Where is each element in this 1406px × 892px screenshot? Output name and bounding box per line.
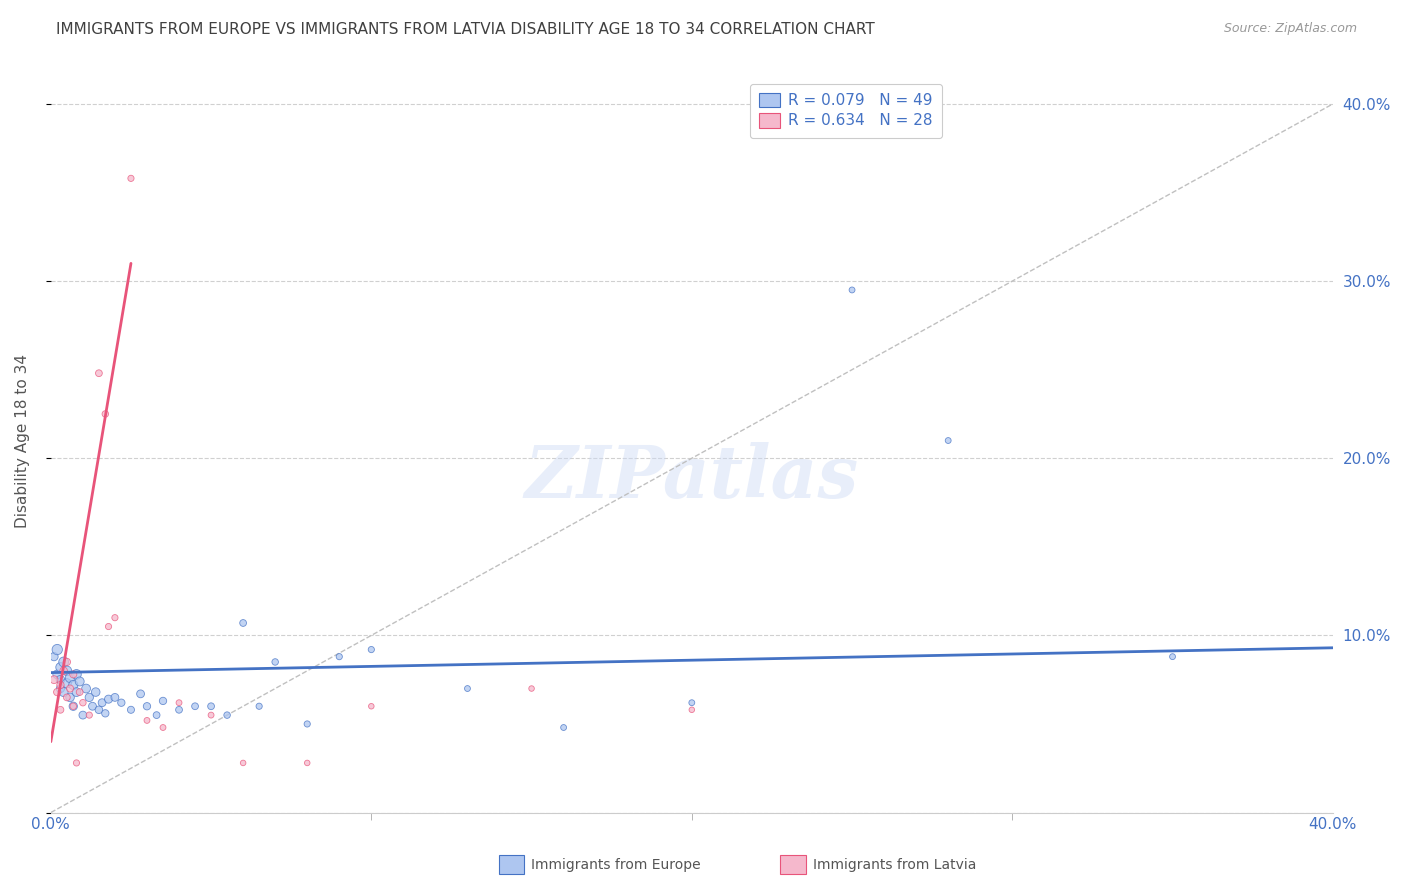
- Point: [49, 681, 72, 696]
- Y-axis label: Disability Age 18 to 34: Disability Age 18 to 34: [15, 353, 30, 527]
- Point: [52, 685, 75, 699]
- Point: [184, 699, 207, 714]
- Point: [264, 655, 287, 669]
- Point: [94, 407, 117, 421]
- Point: [75, 681, 97, 696]
- Point: [46, 685, 69, 699]
- Point: [200, 708, 222, 723]
- Point: [681, 703, 703, 717]
- Point: [49, 660, 72, 674]
- Point: [94, 706, 117, 721]
- Point: [104, 610, 127, 624]
- Point: [120, 171, 142, 186]
- Point: [841, 283, 863, 297]
- Point: [72, 696, 94, 710]
- Point: [62, 667, 84, 681]
- Point: [152, 694, 174, 708]
- Point: [42, 673, 65, 687]
- Point: [136, 699, 159, 714]
- Point: [56, 690, 79, 705]
- Text: IMMIGRANTS FROM EUROPE VS IMMIGRANTS FROM LATVIA DISABILITY AGE 18 TO 34 CORRELA: IMMIGRANTS FROM EUROPE VS IMMIGRANTS FRO…: [56, 22, 875, 37]
- Point: [145, 708, 167, 723]
- Point: [97, 619, 120, 633]
- Text: Source: ZipAtlas.com: Source: ZipAtlas.com: [1223, 22, 1357, 36]
- Point: [82, 699, 104, 714]
- Point: [360, 699, 382, 714]
- Point: [136, 714, 159, 728]
- Point: [84, 685, 107, 699]
- Point: [46, 642, 69, 657]
- Point: [247, 699, 270, 714]
- Point: [297, 717, 319, 731]
- Point: [456, 681, 478, 696]
- Point: [49, 678, 72, 692]
- Point: [59, 690, 82, 705]
- Point: [49, 673, 72, 687]
- Point: [91, 696, 114, 710]
- Legend: R = 0.079   N = 49, R = 0.634   N = 28: R = 0.079 N = 49, R = 0.634 N = 28: [749, 84, 942, 137]
- Point: [65, 667, 87, 681]
- Point: [97, 692, 120, 706]
- Point: [59, 671, 82, 685]
- Point: [56, 664, 79, 678]
- Point: [56, 655, 79, 669]
- Point: [62, 699, 84, 714]
- Point: [167, 703, 190, 717]
- Point: [1161, 649, 1184, 664]
- Point: [52, 664, 75, 678]
- Point: [553, 721, 575, 735]
- Point: [297, 756, 319, 770]
- Point: [120, 703, 142, 717]
- Point: [104, 690, 127, 705]
- Point: [69, 685, 91, 699]
- Point: [129, 687, 152, 701]
- Point: [232, 756, 254, 770]
- Point: [232, 615, 254, 630]
- Point: [79, 708, 101, 723]
- Point: [65, 685, 87, 699]
- Point: [936, 434, 959, 448]
- Point: [72, 708, 94, 723]
- Text: Immigrants from Europe: Immigrants from Europe: [531, 858, 702, 872]
- Point: [200, 699, 222, 714]
- Point: [167, 696, 190, 710]
- Point: [360, 642, 382, 657]
- Text: Immigrants from Latvia: Immigrants from Latvia: [813, 858, 976, 872]
- Point: [52, 655, 75, 669]
- Point: [87, 366, 110, 380]
- Point: [62, 678, 84, 692]
- Point: [65, 756, 87, 770]
- Point: [49, 703, 72, 717]
- Text: ZIPatlas: ZIPatlas: [524, 442, 859, 513]
- Point: [87, 703, 110, 717]
- Point: [62, 699, 84, 714]
- Point: [69, 674, 91, 689]
- Point: [681, 696, 703, 710]
- Point: [152, 721, 174, 735]
- Point: [217, 708, 239, 723]
- Point: [42, 649, 65, 664]
- Point: [79, 690, 101, 705]
- Point: [520, 681, 543, 696]
- Point: [110, 696, 132, 710]
- Point: [59, 681, 82, 696]
- Point: [56, 676, 79, 690]
- Point: [328, 649, 350, 664]
- Point: [46, 667, 69, 681]
